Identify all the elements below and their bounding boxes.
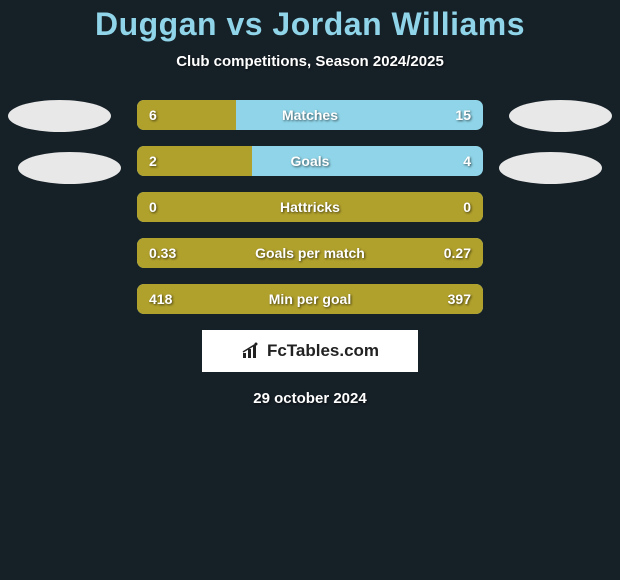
stat-row: 418Min per goal397 <box>137 284 483 314</box>
stat-label: Min per goal <box>137 284 483 314</box>
stats-container: 6Matches15 2Goals4 0Hattricks0 0.33Goals pe… <box>0 100 620 314</box>
stat-label: Goals <box>137 146 483 176</box>
player-right-badge-1 <box>509 100 612 132</box>
stat-row: 2Goals4 <box>137 146 483 176</box>
stat-row: 6Matches15 <box>137 100 483 130</box>
player-left-badge-1 <box>8 100 111 132</box>
stat-row: 0Hattricks0 <box>137 192 483 222</box>
comparison-subtitle: Club competitions, Season 2024/2025 <box>0 53 620 70</box>
logo: FcTables.com <box>241 341 379 361</box>
comparison-chart: 6Matches15 2Goals4 0Hattricks0 0.33Goals pe… <box>0 100 620 314</box>
stat-value-right: 0.27 <box>444 238 471 268</box>
stat-value-right: 15 <box>455 100 471 130</box>
generation-date: 29 october 2024 <box>0 390 620 407</box>
logo-box: FcTables.com <box>202 330 418 372</box>
stat-label: Goals per match <box>137 238 483 268</box>
logo-text: FcTables.com <box>267 341 379 361</box>
stat-value-right: 4 <box>463 146 471 176</box>
stat-value-right: 397 <box>448 284 471 314</box>
stat-label: Hattricks <box>137 192 483 222</box>
stat-label: Matches <box>137 100 483 130</box>
bar-chart-icon <box>241 342 263 360</box>
player-right-badge-2 <box>499 152 602 184</box>
comparison-title: Duggan vs Jordan Williams <box>0 0 620 43</box>
stat-value-right: 0 <box>463 192 471 222</box>
stat-row: 0.33Goals per match0.27 <box>137 238 483 268</box>
player-left-badge-2 <box>18 152 121 184</box>
